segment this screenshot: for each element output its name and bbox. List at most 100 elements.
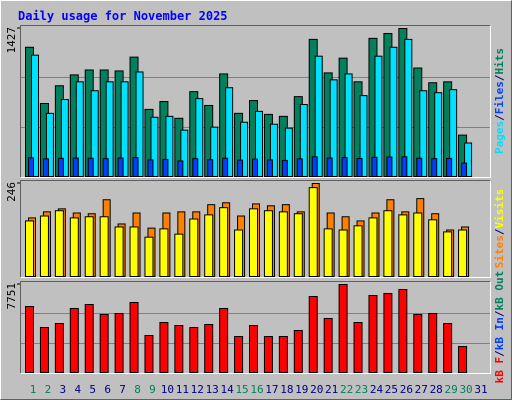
bar [60,99,69,177]
bar [266,159,273,177]
bar [338,284,348,373]
bar [180,129,189,177]
legend-separator: / [493,74,506,81]
bar [269,123,278,178]
bar [234,229,244,277]
x-tick-label: 16 [250,383,263,396]
bar [45,112,54,177]
bar [159,321,169,374]
bar [129,226,139,278]
panel-bevel-light [20,25,491,178]
bar [368,294,378,373]
bar [344,73,353,177]
x-tick-label: 4 [74,383,81,396]
panel-bevel-dark [20,180,491,278]
bar [28,157,34,178]
legend-entry: Sites [493,235,506,268]
bar [428,219,438,277]
x-tick-label: 20 [310,383,323,396]
bar [99,216,109,278]
bar [225,87,234,177]
legend: Pages/Files/Hits [493,48,506,154]
bar [413,313,423,373]
legend-entry: Hits [493,48,506,75]
bar [99,313,109,373]
x-tick-label: 21 [325,383,338,396]
bar [39,326,49,374]
bar [192,158,199,178]
x-tick-label: 31 [474,383,487,396]
bar [204,323,214,373]
bar [329,79,338,177]
x-tick-label: 9 [149,383,156,396]
bar [219,207,229,278]
x-tick-label: 24 [370,383,384,396]
x-tick-label: 23 [355,383,368,396]
bar [299,104,308,177]
bar [341,157,348,178]
bar [323,228,333,278]
x-tick-label: 15 [235,383,248,396]
bar [174,324,184,374]
bar [443,231,453,277]
x-tick-label: 22 [340,383,353,396]
bar [69,307,79,374]
bar [278,211,288,277]
bar [281,159,288,177]
bar [446,157,453,178]
bar [54,210,64,277]
bar [443,322,453,373]
bar [195,98,204,177]
x-tick-label: 27 [415,383,428,396]
bar [240,121,249,177]
bar [383,292,393,374]
bar [353,225,363,277]
bar [87,157,94,178]
bar [165,115,174,178]
x-tick-label: 17 [265,383,278,396]
bar [249,324,258,374]
bar [25,220,34,278]
x-tick-label: 8 [134,383,141,396]
bar [162,158,169,177]
legend-entry: kB Out [493,271,506,311]
bar [386,156,393,178]
legend-entry: Visits [493,189,506,229]
bar [222,157,229,178]
bar [398,214,408,278]
bar [159,228,169,278]
bar [311,156,318,178]
legend-entry: Files [493,81,506,114]
x-tick-label: 30 [459,383,472,396]
bar [117,157,124,178]
bar [69,217,79,277]
bar [323,317,333,374]
bar [237,159,244,177]
bar [374,55,383,178]
bar [461,162,468,177]
bar [383,210,393,277]
bar [296,158,303,178]
bar [90,90,99,177]
legend-entry: kB In [493,317,506,350]
bar [84,216,94,278]
x-tick-label: 3 [60,383,67,396]
bar [39,215,49,277]
bar [132,157,139,178]
legend-separator: / [493,228,506,235]
bar [234,335,244,373]
legend: Sites/Visits [493,189,506,269]
x-tick-label: 25 [385,383,398,396]
bar [404,38,413,177]
bar [120,81,129,177]
bar [293,329,303,374]
bar [449,89,458,177]
bar [428,312,438,374]
bar [210,126,219,177]
bar [102,158,109,178]
bar [434,92,443,177]
legend: kB F/kB In/kB Out [493,271,506,384]
bar [314,55,323,178]
